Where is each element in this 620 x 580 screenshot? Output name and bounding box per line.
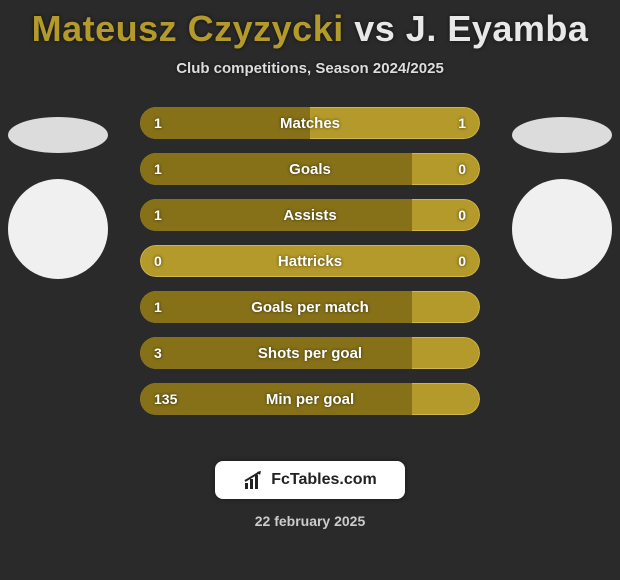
stat-row: Matches1 1: [140, 107, 480, 139]
stat-value-left: 1: [154, 291, 162, 323]
page-title: Mateusz Czyzycki vs J. Eyamba: [0, 0, 620, 50]
fctables-brand-text: FcTables.com: [271, 471, 377, 489]
player1-photo-placeholder: [8, 117, 108, 153]
stat-value-left: 1: [154, 107, 162, 139]
stat-value-left: 1: [154, 153, 162, 185]
stat-row: Min per goal135: [140, 383, 480, 415]
stat-row: Shots per goal3: [140, 337, 480, 369]
stat-value-left: 3: [154, 337, 162, 369]
club-crest-right: W.K.S: [512, 179, 612, 279]
stat-label: Goals: [140, 153, 480, 185]
crest-bg-left: [8, 179, 108, 279]
subtitle: Club competitions, Season 2024/2025: [0, 60, 620, 77]
stat-value-left: 135: [154, 383, 177, 415]
crest-bg-right: [512, 179, 612, 279]
player2-name: J. Eyamba: [406, 8, 589, 49]
stat-label: Matches: [140, 107, 480, 139]
stat-value-right: 0: [458, 245, 466, 277]
stat-label: Goals per match: [140, 291, 480, 323]
stat-row: Assists1 0: [140, 199, 480, 231]
stat-label: Min per goal: [140, 383, 480, 415]
vs-label: vs: [354, 8, 395, 49]
stat-value-right: 0: [458, 153, 466, 185]
comparison-area: OKS ODRA W.K.S Matches11Goals10Assists10…: [0, 107, 620, 437]
player2-photo-placeholder: [512, 117, 612, 153]
stat-label: Hattricks: [140, 245, 480, 277]
stat-row: Goals1 0: [140, 153, 480, 185]
stat-row: Goals per match1: [140, 291, 480, 323]
fctables-logo-icon: [243, 469, 265, 491]
stat-value-left: 0: [154, 245, 162, 277]
club-crest-left: OKS ODRA: [8, 179, 108, 279]
stat-value-right: 1: [458, 107, 466, 139]
stat-row: Hattricks0 0: [140, 245, 480, 277]
stat-rows: Matches11Goals10Assists10Hattricks00Goal…: [140, 107, 480, 415]
stat-label: Assists: [140, 199, 480, 231]
stat-value-left: 1: [154, 199, 162, 231]
stat-value-right: 0: [458, 199, 466, 231]
fctables-badge[interactable]: FcTables.com: [215, 461, 405, 499]
player1-name: Mateusz Czyzycki: [32, 8, 344, 49]
stat-label: Shots per goal: [140, 337, 480, 369]
footer-date: 22 february 2025: [0, 513, 620, 529]
